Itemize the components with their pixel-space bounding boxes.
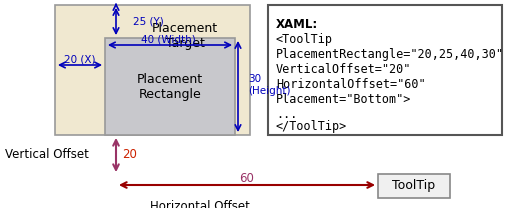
- Text: Placement
Rectangle: Placement Rectangle: [137, 73, 203, 101]
- Text: ...: ...: [276, 108, 297, 121]
- Text: Placement
Target: Placement Target: [152, 22, 218, 50]
- Text: Horizontal Offset: Horizontal Offset: [150, 200, 250, 208]
- Text: 60: 60: [240, 172, 255, 184]
- Text: PlacementRectangle="20,25,40,30": PlacementRectangle="20,25,40,30": [276, 48, 504, 61]
- Text: 30
(Height): 30 (Height): [248, 74, 291, 96]
- Text: </ToolTip>: </ToolTip>: [276, 120, 347, 133]
- Text: VerticalOffset="20": VerticalOffset="20": [276, 63, 411, 76]
- Bar: [378, 174, 450, 198]
- Text: 40 (Width): 40 (Width): [141, 35, 196, 45]
- Text: Vertical Offset: Vertical Offset: [5, 149, 89, 161]
- Bar: [268, 5, 502, 135]
- Text: XAML:: XAML:: [276, 18, 318, 31]
- Text: 20: 20: [122, 149, 137, 161]
- Bar: [105, 38, 235, 135]
- Text: ToolTip: ToolTip: [393, 180, 435, 192]
- Text: 20 (X): 20 (X): [64, 55, 96, 65]
- Text: HorizontalOffset="60": HorizontalOffset="60": [276, 78, 426, 91]
- Text: <ToolTip: <ToolTip: [276, 33, 333, 46]
- Text: Placement="Bottom">: Placement="Bottom">: [276, 93, 411, 106]
- Text: 25 (Y): 25 (Y): [133, 16, 164, 26]
- Bar: [55, 5, 250, 135]
